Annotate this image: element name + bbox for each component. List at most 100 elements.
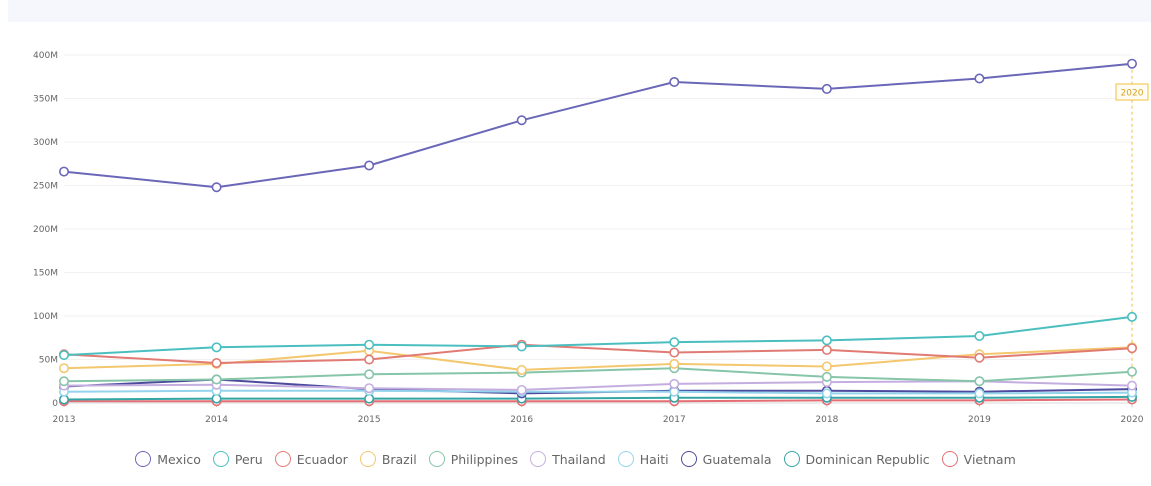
data-point[interactable] — [58, 166, 69, 177]
legend-item-vietnam[interactable]: Vietnam — [941, 451, 1016, 467]
data-point[interactable] — [669, 378, 680, 389]
series-line — [64, 398, 1133, 403]
legend-item-haiti[interactable]: Haiti — [617, 451, 669, 467]
series-line — [63, 346, 1133, 371]
legend-item-dominican-republic[interactable]: Dominican Republic — [783, 451, 930, 467]
y-tick-label: 100M — [33, 312, 58, 322]
data-point[interactable] — [211, 182, 222, 193]
legend-circle-icon — [783, 451, 800, 467]
legend-circle-icon — [359, 451, 376, 467]
y-tick-label: 150M — [33, 269, 58, 279]
x-axis: 2013 2014 2015 2016 2017 2018 2019 2020 — [53, 403, 1144, 425]
data-point[interactable] — [364, 339, 375, 350]
data-point[interactable] — [669, 337, 680, 348]
data-point[interactable] — [211, 342, 222, 353]
data-point[interactable] — [974, 331, 985, 342]
legend-circle-icon — [941, 451, 958, 467]
data-point[interactable] — [516, 115, 527, 126]
legend-label: Guatemala — [702, 451, 772, 467]
legend-label: Ecuador — [296, 451, 348, 467]
legend-item-thailand[interactable]: Thailand — [530, 451, 606, 467]
legend-label: Mexico — [157, 451, 201, 467]
grid-lines — [64, 54, 1132, 404]
legend-circle-icon — [135, 451, 152, 467]
legend-label: Thailand — [552, 451, 606, 467]
x-tick-label: 2016 — [510, 415, 533, 425]
data-point[interactable] — [58, 350, 69, 361]
data-point[interactable] — [58, 363, 69, 374]
y-tick-label: 50M — [39, 356, 58, 366]
top-toolbar-strip — [8, 0, 1151, 22]
legend-label: Brazil — [381, 451, 417, 467]
series-line — [63, 389, 1133, 395]
data-point[interactable] — [821, 361, 832, 372]
data-point[interactable] — [821, 335, 832, 346]
legend-circle-icon — [274, 451, 291, 467]
data-point[interactable] — [58, 376, 69, 387]
data-point[interactable] — [974, 352, 985, 363]
data-point[interactable] — [211, 374, 222, 385]
x-tick-label: 2015 — [358, 415, 381, 425]
data-point[interactable] — [821, 388, 832, 399]
series-group — [58, 58, 1138, 407]
legend-item-brazil[interactable]: Brazil — [359, 451, 417, 467]
series-line — [63, 62, 1133, 189]
data-point[interactable] — [669, 347, 680, 358]
data-point[interactable] — [821, 344, 832, 355]
legend-label: Dominican Republic — [805, 451, 930, 467]
legend-circle-icon — [617, 451, 634, 467]
data-point[interactable] — [211, 357, 222, 368]
series-line — [63, 315, 1133, 357]
legend-circle-icon — [530, 451, 547, 467]
data-point[interactable] — [974, 388, 985, 399]
y-axis: 0 50M 100M 150M 200M 250M 300M 350M 400M — [33, 51, 58, 409]
data-point[interactable] — [1127, 366, 1138, 377]
data-point[interactable] — [364, 383, 375, 394]
legend-item-guatemala[interactable]: Guatemala — [680, 451, 772, 467]
series-mexico — [58, 58, 1138, 193]
data-point[interactable] — [669, 358, 680, 369]
data-point[interactable] — [669, 76, 680, 87]
data-point[interactable] — [364, 369, 375, 380]
legend-circle-icon — [212, 451, 229, 467]
y-tick-label: 200M — [33, 225, 58, 235]
legend-label: Haiti — [639, 451, 669, 467]
data-point[interactable] — [1127, 380, 1138, 391]
x-tick-label: 2020 — [1121, 415, 1144, 425]
x-tick-label: 2014 — [205, 415, 228, 425]
data-point[interactable] — [364, 160, 375, 171]
legend-circle-icon — [428, 451, 445, 467]
hover-label-box — [1115, 83, 1149, 101]
data-point[interactable] — [1127, 311, 1138, 322]
legend-item-ecuador[interactable]: Ecuador — [274, 451, 348, 467]
legend-label: Vietnam — [963, 451, 1016, 467]
legend-item-mexico[interactable]: Mexico — [135, 451, 201, 467]
data-point[interactable] — [974, 376, 985, 387]
x-tick-label: 2019 — [968, 415, 991, 425]
x-tick-label: 2017 — [663, 415, 686, 425]
y-tick-label: 350M — [33, 95, 58, 105]
data-point[interactable] — [364, 354, 375, 365]
data-point[interactable] — [821, 83, 832, 94]
data-point[interactable] — [1127, 58, 1138, 69]
y-tick-label: 300M — [33, 138, 58, 148]
series-line — [63, 380, 1133, 391]
y-tick-label: 400M — [33, 51, 58, 61]
data-point[interactable] — [516, 341, 527, 352]
series-line — [63, 367, 1133, 383]
data-point[interactable] — [974, 73, 985, 84]
y-tick-label: 0 — [52, 399, 58, 409]
data-point[interactable] — [516, 384, 527, 395]
series-haiti — [58, 385, 1138, 399]
legend-circle-icon — [680, 451, 697, 467]
data-point[interactable] — [516, 364, 527, 375]
legend-item-peru[interactable]: Peru — [212, 451, 263, 467]
data-point[interactable] — [821, 371, 832, 382]
legend-item-philippines[interactable]: Philippines — [428, 451, 518, 467]
y-tick-label: 250M — [33, 182, 58, 192]
data-point[interactable] — [1127, 343, 1138, 354]
series-line — [63, 343, 1133, 364]
legend: Mexico Peru Ecuador Brazil Philippines Thaila… — [0, 446, 1151, 472]
hover-label: 2020 — [1121, 89, 1144, 99]
series-peru — [58, 311, 1138, 361]
